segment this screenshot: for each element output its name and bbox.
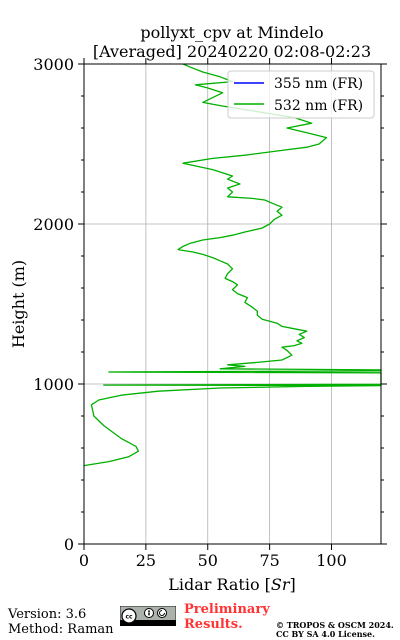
chart-title-line-2: [Averaged] 20240220 02:08-02:23 [93,42,371,61]
method-text: Method: Raman [8,622,114,637]
copyright-line-1: © TROPOS & OSCM 2024. [276,620,394,630]
preliminary-notice-line-2: Results. [184,617,243,632]
y-tick-label: 2000 [33,215,74,234]
chart-title-line-1: pollyxt_cpv at Mindelo [140,23,323,42]
y-axis-label: Height (m) [9,260,28,348]
x-tick-label: 25 [136,551,156,570]
grid [83,63,381,545]
x-axis-label-unit: Sr [271,575,291,594]
x-tick-label: 75 [259,551,279,570]
version-text: Version: 3.6 [8,607,87,622]
x-tick-label: 50 [198,551,218,570]
copyright-line-2: CC BY SA 4.0 License. [276,629,375,639]
plot-frame [83,63,382,545]
x-tick-label: 100 [316,551,347,570]
y-tick-label: 0 [64,535,74,554]
cc-by-sa-icon: cc [120,606,176,626]
y-tick-label: 3000 [33,55,74,74]
x-axis-label-suffix: ] [290,575,296,594]
preliminary-notice-line-1: Preliminary [184,602,270,617]
y-tick-label: 1000 [33,375,74,394]
series-layer [83,63,382,467]
series-line-1 [83,63,382,467]
x-axis-label: Lidar Ratio [Sr] [168,575,296,594]
svg-text:cc: cc [125,614,133,621]
legend-label-532nm: 532 nm (FR) [274,98,363,114]
legend: 355 nm (FR) 532 nm (FR) [227,70,375,119]
x-tick-label: 0 [79,551,89,570]
legend-box [227,70,375,119]
x-axis-label-prefix: Lidar Ratio [ [168,575,271,594]
legend-label-355nm: 355 nm (FR) [274,76,363,92]
